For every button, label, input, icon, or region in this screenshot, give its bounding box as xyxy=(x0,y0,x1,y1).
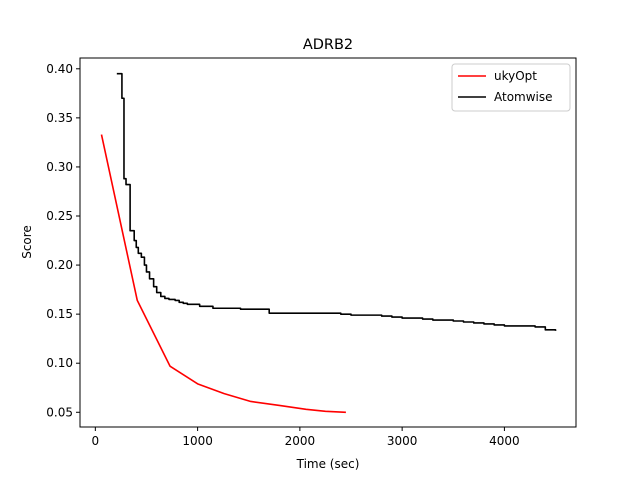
plot-frame xyxy=(79,57,577,428)
y-tick-label: 0.30 xyxy=(46,160,73,174)
series-layer xyxy=(100,72,557,414)
y-tick-label: 0.05 xyxy=(46,405,73,419)
legend: ukyOpt Atomwise xyxy=(451,63,571,112)
y-axis-label: Score xyxy=(20,225,34,259)
series-line-atomwise xyxy=(116,72,557,331)
x-tick-label: 4000 xyxy=(489,434,520,448)
y-tick-label: 0.25 xyxy=(46,209,73,223)
plot-area xyxy=(80,58,576,427)
y-axis: 0.05 0.10 0.15 0.20 0.25 0.30 0.35 0.40 xyxy=(46,62,80,419)
x-tick-label: 2000 xyxy=(285,434,316,448)
y-tick-label: 0.40 xyxy=(46,62,73,76)
y-tick-label: 0.35 xyxy=(46,111,73,125)
y-tick-label: 0.15 xyxy=(46,307,73,321)
legend-label-atomwise: Atomwise xyxy=(494,90,553,104)
series-line-ukyopt xyxy=(100,134,346,414)
x-axis-label: Time (sec) xyxy=(296,457,360,471)
x-tick-label: 3000 xyxy=(387,434,418,448)
y-tick-label: 0.10 xyxy=(46,356,73,370)
legend-label-ukyopt: ukyOpt xyxy=(494,69,537,83)
x-tick-label: 1000 xyxy=(182,434,213,448)
chart-title: ADRB2 xyxy=(303,37,353,53)
x-axis: 0 1000 2000 3000 4000 xyxy=(92,427,520,448)
y-tick-label: 0.20 xyxy=(46,258,73,272)
x-tick-label: 0 xyxy=(92,434,100,448)
